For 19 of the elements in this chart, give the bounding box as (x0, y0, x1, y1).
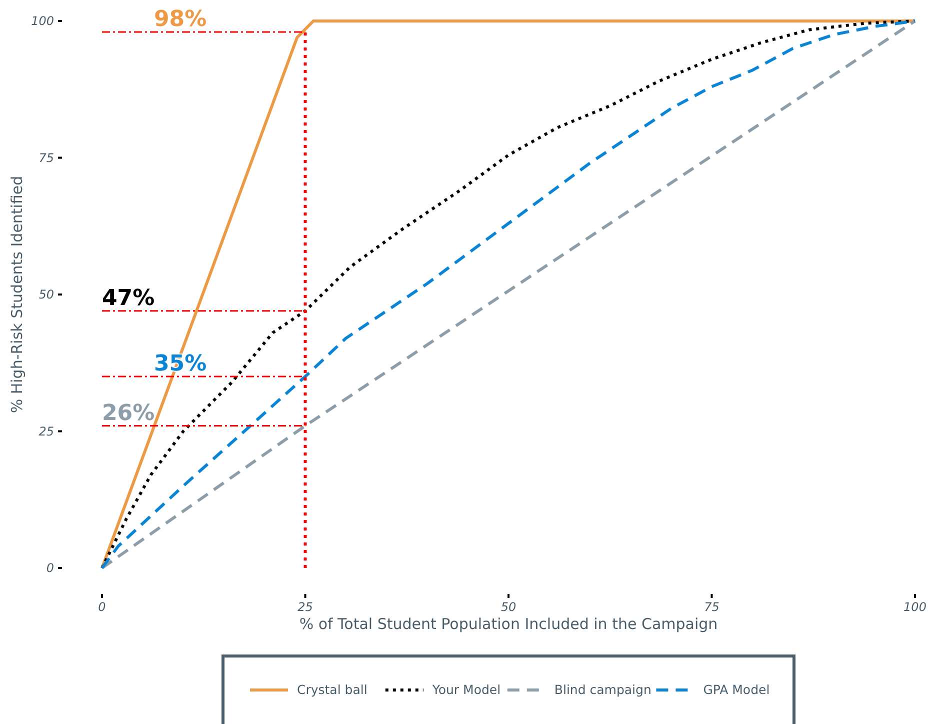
x-tick-label: 50 (500, 600, 516, 614)
annotation: 98% (154, 6, 207, 32)
y-tick-label: 25 (38, 424, 54, 438)
y-axis-title: % High-Risk Students Identified (8, 176, 26, 414)
x-tick-label: 75 (704, 600, 720, 614)
y-tick-label: 100 (31, 14, 54, 28)
y-tick-label: 0 (46, 561, 54, 575)
x-tick-label: 25 (298, 600, 313, 614)
annotation: 26% (102, 400, 155, 426)
legend-label: Your Model (431, 682, 501, 697)
x-tick-label: 100 (904, 600, 927, 614)
legend-label: GPA Model (703, 682, 770, 697)
annotation: 47% (102, 286, 155, 311)
x-axis-title: % of Total Student Population Included in the Campaign (299, 615, 718, 633)
x-tick-label: 0 (98, 600, 106, 614)
y-tick-label: 50 (38, 288, 54, 302)
y-tick-label: 75 (38, 150, 54, 165)
legend-label: Blind campaign (554, 682, 652, 697)
legend-label: Crystal ball (297, 682, 368, 697)
